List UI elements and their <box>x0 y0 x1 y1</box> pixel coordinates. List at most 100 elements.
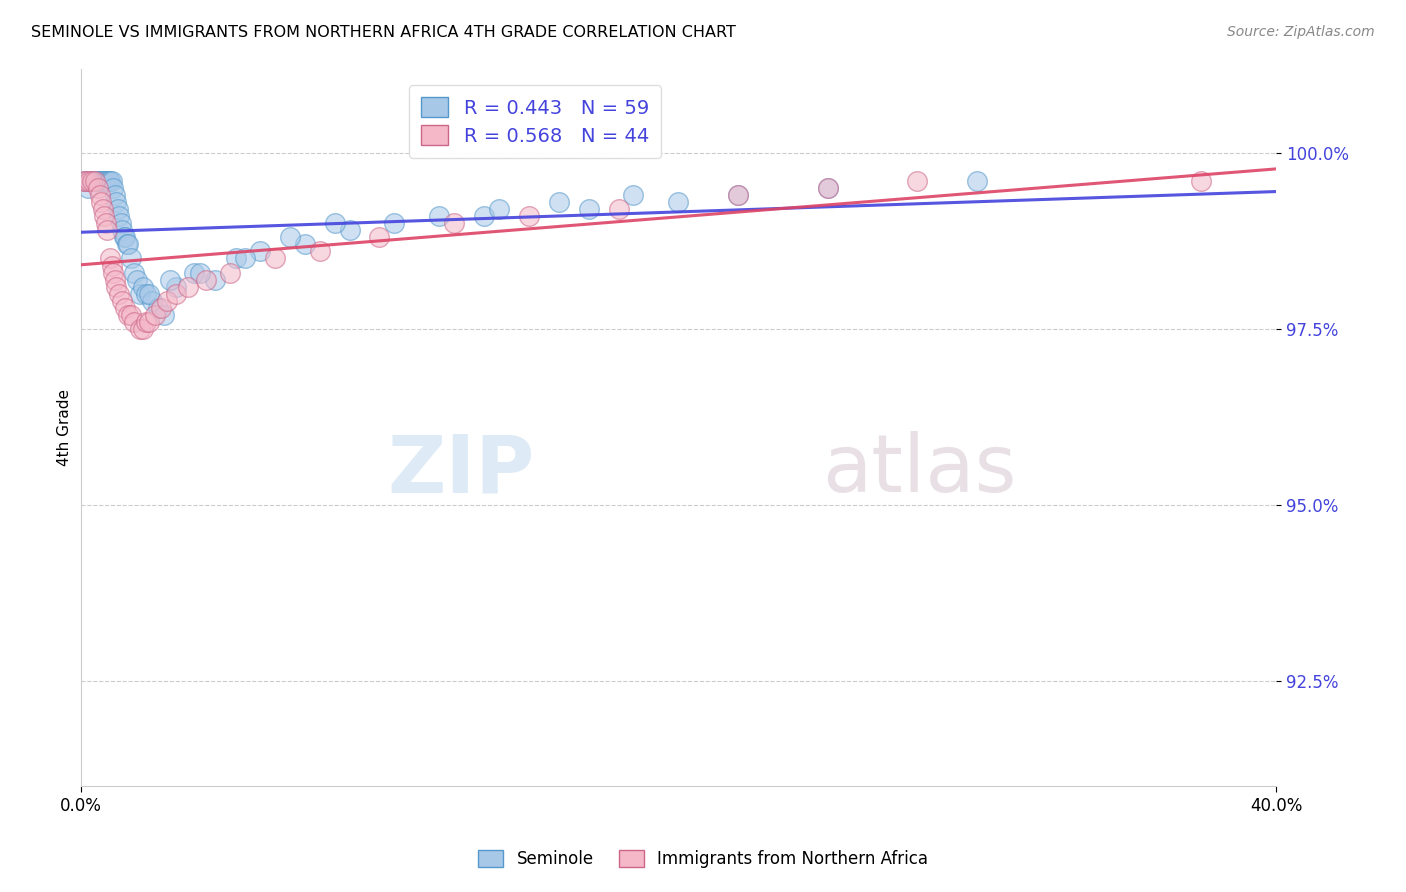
Point <box>517 209 540 223</box>
Point <box>148 301 170 315</box>
Legend: R = 0.443   N = 59, R = 0.568   N = 44: R = 0.443 N = 59, R = 0.568 N = 44 <box>409 86 661 158</box>
Point <box>294 237 316 252</box>
Point <box>120 252 142 266</box>
Point <box>204 272 226 286</box>
Text: SEMINOLE VS IMMIGRANTS FROM NORTHERN AFRICA 4TH GRADE CORRELATION CHART: SEMINOLE VS IMMIGRANTS FROM NORTHERN AFR… <box>31 25 735 40</box>
Point <box>129 322 152 336</box>
Point <box>91 174 114 188</box>
Point <box>666 195 689 210</box>
Point <box>308 244 330 259</box>
Point <box>907 174 929 188</box>
Point <box>104 272 127 286</box>
Point <box>129 286 152 301</box>
Point <box>90 195 112 210</box>
Point <box>225 252 247 266</box>
Point <box>82 174 104 188</box>
Legend: Seminole, Immigrants from Northern Africa: Seminole, Immigrants from Northern Afric… <box>471 843 935 875</box>
Point <box>165 286 187 301</box>
Point <box>727 188 749 202</box>
Point <box>114 230 136 244</box>
Point <box>105 195 128 210</box>
Point <box>96 174 118 188</box>
Text: ZIP: ZIP <box>388 432 534 509</box>
Point <box>472 209 495 223</box>
Point <box>93 174 115 188</box>
Point <box>117 308 139 322</box>
Point <box>80 174 103 188</box>
Point <box>112 230 135 244</box>
Point <box>323 216 346 230</box>
Y-axis label: 4th Grade: 4th Grade <box>58 389 72 466</box>
Point <box>93 209 115 223</box>
Point <box>111 223 134 237</box>
Point <box>110 216 132 230</box>
Point <box>104 188 127 202</box>
Point <box>127 272 149 286</box>
Point <box>79 174 101 188</box>
Text: atlas: atlas <box>821 432 1017 509</box>
Point <box>219 266 242 280</box>
Point <box>138 315 160 329</box>
Point <box>105 279 128 293</box>
Point <box>623 188 645 202</box>
Point <box>727 188 749 202</box>
Point <box>138 286 160 301</box>
Point <box>107 202 129 217</box>
Point <box>73 174 96 188</box>
Point <box>263 252 285 266</box>
Point <box>83 174 105 188</box>
Point <box>90 174 112 188</box>
Point <box>817 181 839 195</box>
Point <box>84 174 107 188</box>
Point <box>143 308 166 322</box>
Point <box>111 293 134 308</box>
Point <box>382 216 405 230</box>
Point <box>135 286 157 301</box>
Point <box>120 308 142 322</box>
Point <box>97 174 120 188</box>
Point <box>117 237 139 252</box>
Point <box>114 301 136 315</box>
Point <box>87 174 110 188</box>
Point <box>141 293 163 308</box>
Point <box>966 174 988 188</box>
Point <box>135 315 157 329</box>
Point <box>249 244 271 259</box>
Point <box>72 174 94 188</box>
Point <box>159 272 181 286</box>
Point <box>339 223 361 237</box>
Point <box>368 230 391 244</box>
Point <box>427 209 450 223</box>
Point <box>87 181 110 195</box>
Point <box>578 202 600 217</box>
Point <box>233 252 256 266</box>
Point <box>124 266 146 280</box>
Point <box>77 181 100 195</box>
Point <box>100 252 122 266</box>
Point <box>165 279 187 293</box>
Point <box>89 174 111 188</box>
Point <box>443 216 465 230</box>
Point <box>108 286 131 301</box>
Point <box>156 293 179 308</box>
Point <box>103 266 125 280</box>
Point <box>132 279 155 293</box>
Point <box>101 259 124 273</box>
Point <box>150 301 173 315</box>
Point <box>101 174 124 188</box>
Point <box>124 315 146 329</box>
Point <box>108 209 131 223</box>
Point <box>89 188 111 202</box>
Point <box>547 195 569 210</box>
Point <box>94 174 117 188</box>
Point <box>278 230 301 244</box>
Text: Source: ZipAtlas.com: Source: ZipAtlas.com <box>1227 25 1375 39</box>
Point <box>153 308 176 322</box>
Point <box>132 322 155 336</box>
Point <box>1189 174 1212 188</box>
Point <box>195 272 218 286</box>
Point <box>817 181 839 195</box>
Point <box>76 174 98 188</box>
Point <box>607 202 630 217</box>
Point <box>177 279 200 293</box>
